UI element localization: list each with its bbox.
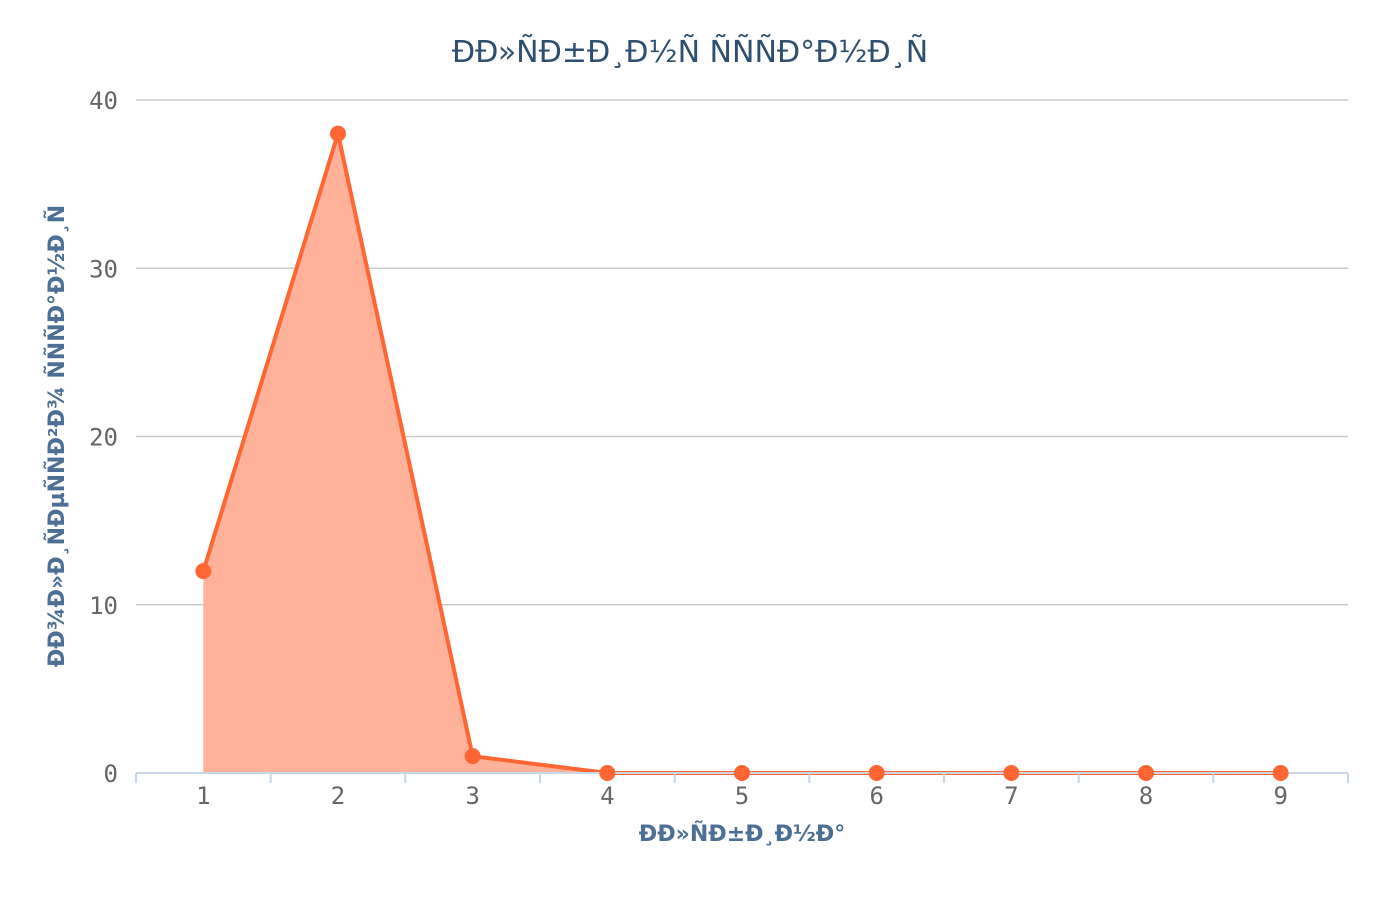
x-tick-label: 5 xyxy=(735,782,749,810)
x-tick-label: 6 xyxy=(869,782,883,810)
area-layer xyxy=(201,131,1281,775)
y-axis-label: ÐÐ¾Ð»Ð¸ÑÐµÑÑÐ²Ð¾ ÑÑÑÐ°Ð½Ð¸Ñ xyxy=(44,205,70,667)
x-tick-label: 9 xyxy=(1273,782,1287,810)
data-point[interactable] xyxy=(734,765,750,781)
data-point[interactable] xyxy=(599,765,616,781)
x-tick-label: 3 xyxy=(465,782,479,810)
data-point[interactable] xyxy=(1138,765,1154,781)
data-point[interactable] xyxy=(195,563,212,580)
x-tick-label: 2 xyxy=(331,782,345,810)
area-fill xyxy=(203,133,1281,773)
data-points xyxy=(195,125,1289,781)
y-axis-tick-labels: 0 10 20 30 40 xyxy=(89,87,118,788)
data-point[interactable] xyxy=(330,125,346,142)
data-point[interactable] xyxy=(1003,765,1020,781)
y-tick-label: 0 xyxy=(104,760,118,788)
x-axis-label: ÐÐ»ÑÐ±Ð¸Ð½Ð° xyxy=(639,821,845,847)
data-point[interactable] xyxy=(464,748,481,765)
x-tick-label: 7 xyxy=(1004,782,1018,810)
data-point[interactable] xyxy=(1272,765,1289,781)
y-tick-label: 20 xyxy=(89,424,118,452)
y-tick-label: 10 xyxy=(89,592,118,620)
x-tick-label: 4 xyxy=(600,782,614,810)
y-tick-label: 40 xyxy=(89,87,118,115)
x-axis-tick-labels: 1 2 3 4 5 6 7 8 9 xyxy=(196,782,1288,810)
chart-title: ÐÐ»ÑÐ±Ð¸Ð½Ñ ÑÑÑÐ°Ð½Ð¸Ñ xyxy=(452,34,928,70)
data-point[interactable] xyxy=(868,765,885,781)
x-tick-label: 1 xyxy=(196,782,210,810)
x-tick-label: 8 xyxy=(1139,782,1153,810)
y-tick-label: 30 xyxy=(89,255,118,283)
